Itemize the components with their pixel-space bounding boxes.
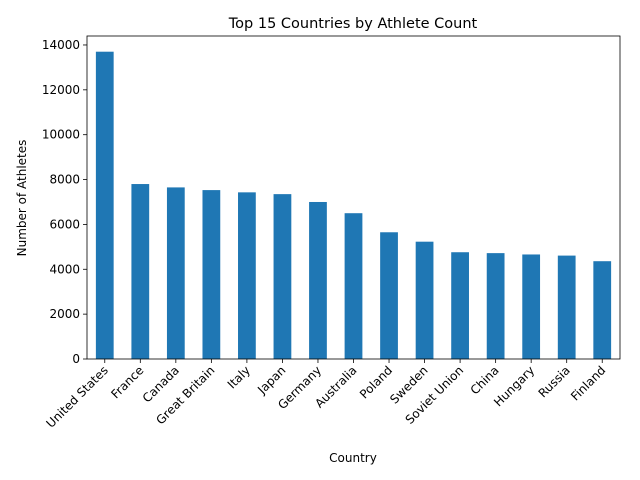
x-tick-label: United States [44, 363, 111, 430]
bar-germany [309, 201, 327, 359]
bar-poland [380, 232, 398, 359]
y-axis: 0 2000 4000 6000 8000 10000 12000 14000 [42, 38, 87, 366]
y-tick-label: 14000 [42, 38, 80, 52]
bar-italy [238, 192, 256, 359]
y-tick-label: 8000 [49, 173, 80, 187]
y-tick-label: 12000 [42, 83, 80, 97]
bar-united-states [95, 51, 114, 360]
y-tick-label: 6000 [49, 217, 80, 231]
y-tick-label: 10000 [42, 128, 80, 142]
bar-canada [166, 187, 185, 359]
bar-hungary [522, 254, 541, 359]
x-tick-label: Japan [254, 363, 288, 397]
chart-title: Top 15 Countries by Athlete Count [228, 16, 478, 32]
x-tick-label: Russia [536, 363, 573, 400]
bar-soviet-union [451, 252, 469, 359]
plot-frame [86, 35, 621, 360]
bar-china [486, 253, 505, 359]
bar-russia [557, 255, 576, 359]
y-tick-label: 0 [72, 352, 80, 366]
bar-france [131, 184, 150, 359]
bar-sweden [415, 241, 434, 359]
bar-great-britain [202, 190, 221, 359]
y-axis-label: Number of Athletes [15, 140, 29, 257]
y-tick-label: 2000 [49, 307, 80, 321]
bar-finland [593, 261, 612, 359]
bars-group [95, 51, 612, 360]
y-tick-label: 4000 [49, 262, 80, 276]
bar-japan [273, 194, 292, 359]
bar-australia [344, 213, 363, 359]
x-tick-label: Italy [225, 363, 253, 391]
x-tick-label: Finland [568, 363, 608, 403]
x-axis-label: Country [329, 451, 377, 465]
x-tick-label: China [468, 363, 502, 397]
